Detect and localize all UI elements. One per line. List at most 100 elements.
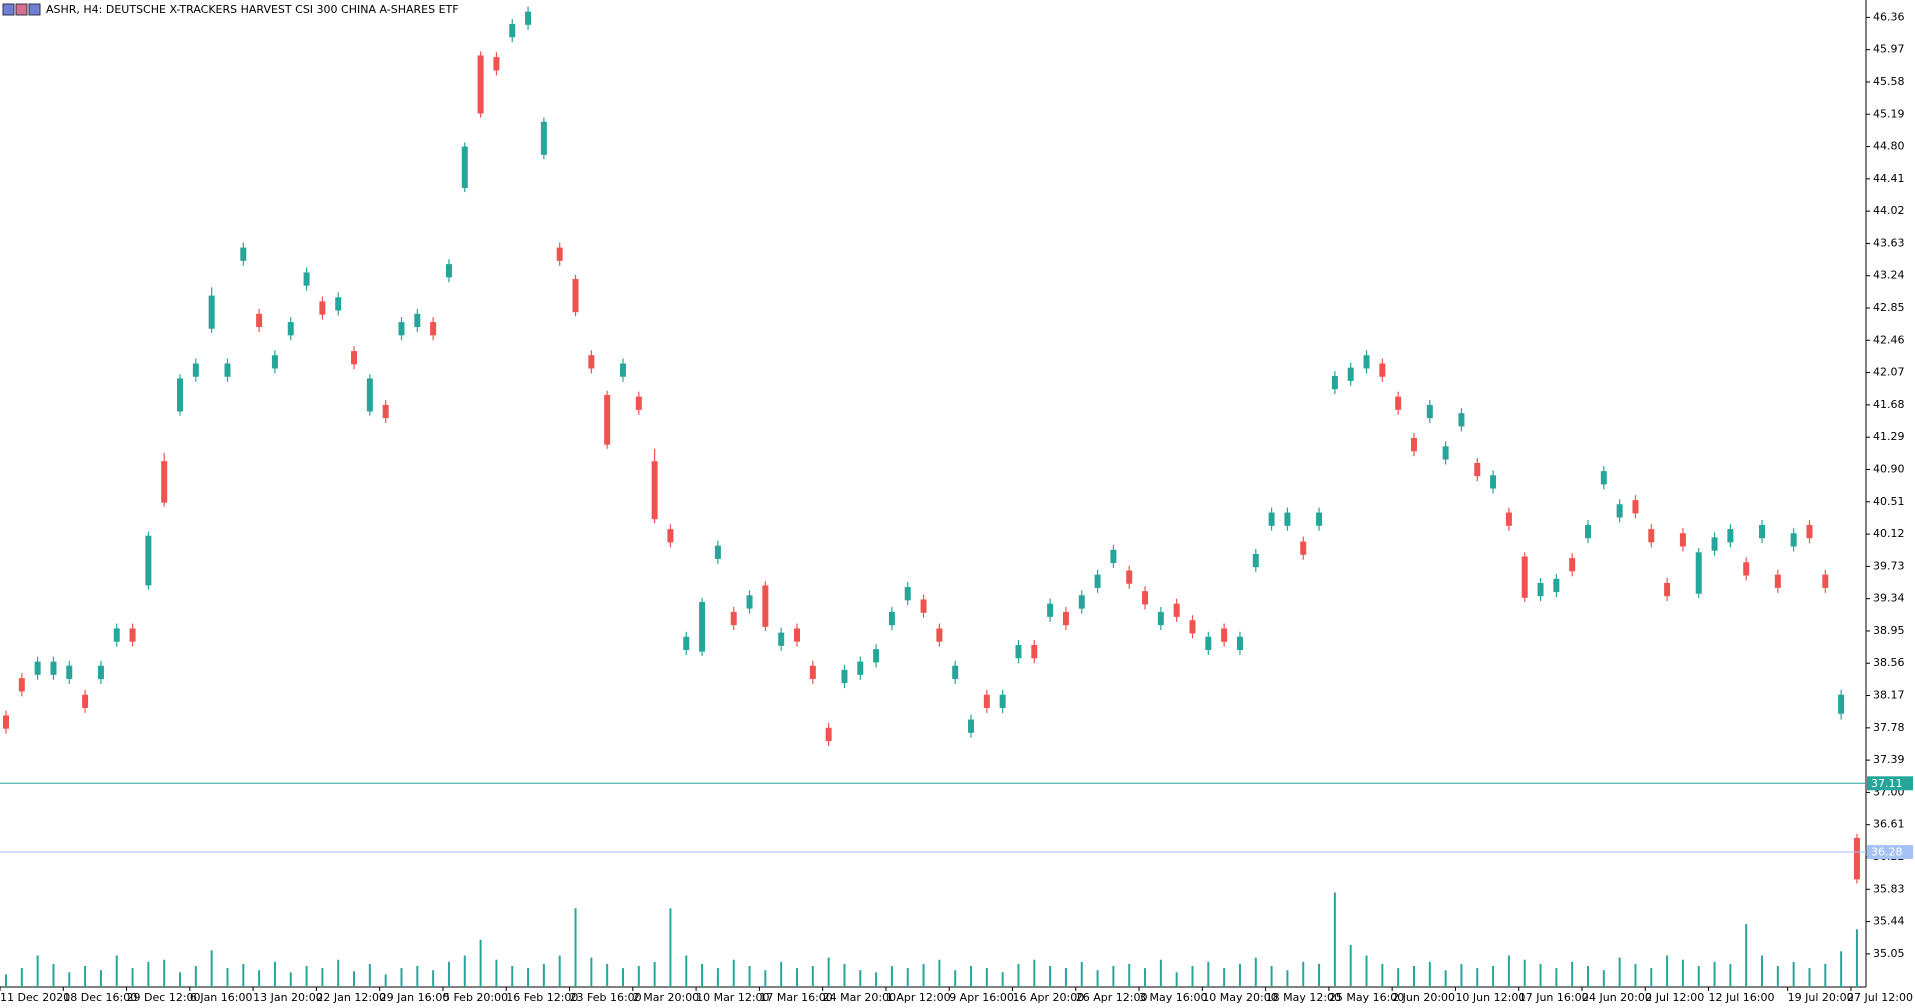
volume-bar [938,959,941,987]
candle-body [904,587,911,601]
y-tick-label: 42.07 [1873,366,1905,379]
volume-bar [1333,892,1336,987]
candle-body [841,669,848,684]
volume-bar [289,972,292,987]
volume-bar [400,968,403,987]
candle-body [477,55,484,114]
chart-title: ASHR, H4: DEUTSCHE X-TRACKERS HARVEST CS… [46,3,459,16]
volume-bar [1840,951,1843,987]
candle-body [1094,574,1101,588]
candle-body [588,355,595,369]
volume-bar [1523,959,1526,987]
y-tick-label: 44.80 [1873,140,1905,153]
volume-bar [890,966,893,987]
volume-bar [669,908,672,987]
icon [15,3,28,16]
volume-bar [558,955,561,987]
volume-bar [748,966,751,987]
volume-bar [1492,966,1495,987]
x-tick-label: 13 Jan 20:00 [253,991,323,1004]
icon [28,3,41,16]
candle-body [1047,603,1054,617]
volume-bar [1855,929,1858,987]
candle-body [540,121,547,155]
volume-bar [1318,963,1321,987]
volume-bar [5,974,7,987]
volume-bar [20,968,23,987]
candle-body [968,719,975,733]
candle-body [809,665,816,679]
y-tick-label: 39.34 [1873,592,1905,605]
y-tick-label: 38.95 [1873,624,1905,637]
volume-bar [1444,970,1447,987]
candle-body [762,585,769,627]
candle-body [983,694,990,708]
volume-bar [273,961,276,987]
candle-body [1600,471,1607,485]
y-tick-label: 37.39 [1873,753,1905,766]
candle-body [1853,837,1860,880]
x-tick-label: 22 Jan 12:00 [316,991,386,1004]
volume-bar [1144,968,1147,987]
candle-body [1711,537,1718,551]
candle-body [1537,582,1544,597]
candle-body [129,628,136,642]
candle-body [319,301,326,315]
candle-body [699,601,706,652]
volume-bar [906,968,909,987]
candle-body [208,295,215,329]
x-tick-label: 11 Dec 2020 [0,991,70,1004]
y-tick-label: 42.85 [1873,301,1905,314]
volume-bar [780,961,783,987]
volume-bar [843,963,846,987]
candle-body [651,461,658,520]
candle-body [1727,529,1734,543]
volume-bar [1286,970,1289,987]
volume-bar [1761,955,1764,987]
volume-bar [922,963,925,987]
candle-body [493,57,500,71]
candle-body [177,378,184,412]
y-tick-label: 40.90 [1873,462,1905,475]
candle-body [730,611,737,626]
candle-body [1221,628,1228,642]
candle-body [1062,611,1069,626]
volume-bar [368,963,371,987]
volume-bar [1618,957,1621,987]
price-label: 37.11 [1871,777,1903,790]
x-tick-label: 5 Feb 20:00 [443,991,508,1004]
volume-bar [1634,963,1637,987]
candle-body [1426,404,1433,419]
candle-body [1173,603,1180,617]
candle-body [873,649,880,663]
x-tick-label: 18 Dec 16:00 [63,991,137,1004]
volume-bar [1729,963,1732,987]
candle-body [335,297,342,311]
volume-bar [574,908,577,987]
volume-bar [1507,955,1510,987]
price-label: 36.28 [1871,846,1903,859]
candle-body [825,727,832,742]
volume-bar [1397,968,1400,987]
price-label-box [1867,845,1913,860]
volume-bar [210,950,213,987]
x-tick-label: 27 Jul 12:00 [1847,991,1913,1004]
candle-body [256,313,263,328]
y-tick-label: 40.51 [1873,495,1905,508]
candle-body [857,661,864,675]
volume-bar [1349,945,1352,987]
volume-bar [621,968,624,987]
volume-bar [653,961,656,987]
volume-bar [1080,961,1083,987]
candle-body [271,355,278,369]
volume-bar [1713,961,1716,987]
volume-bar [1460,963,1463,987]
x-tick-label: 1 Apr 12:00 [886,991,951,1004]
candle-body [1347,367,1354,381]
candle-body [1743,562,1750,576]
y-tick-label: 39.73 [1873,559,1905,572]
volume-bar [1808,968,1811,987]
candle-body [667,529,674,543]
candle-body [1679,533,1686,547]
